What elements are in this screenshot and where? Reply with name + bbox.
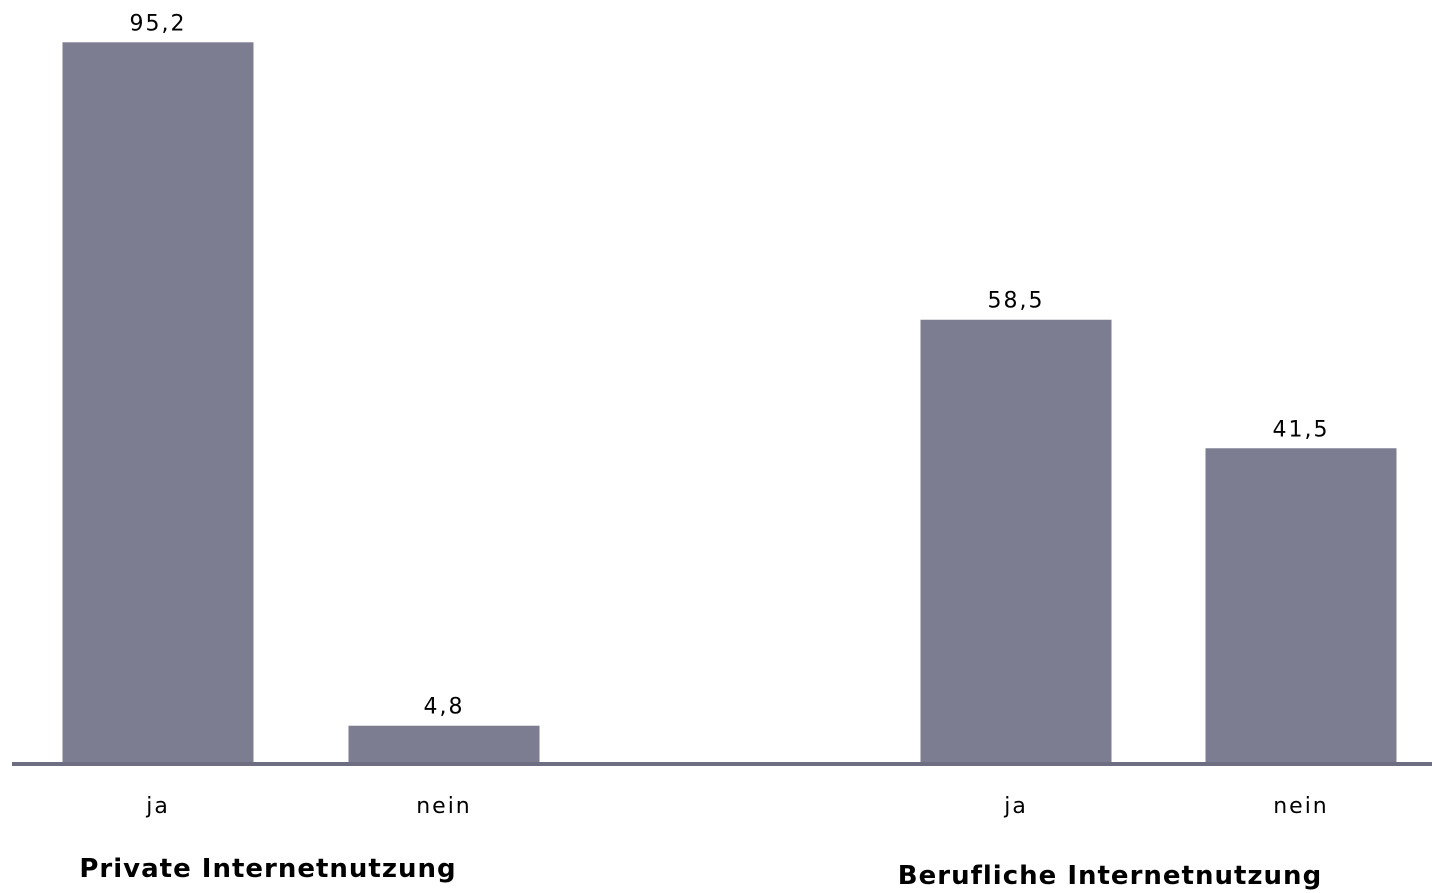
bar-beruflich-ja xyxy=(920,319,1112,762)
data-label: 95,2 xyxy=(130,11,187,36)
bar-private-ja xyxy=(62,42,254,762)
group-label: Private Internetnutzung xyxy=(79,854,456,884)
bar-beruflich-nein xyxy=(1205,448,1397,762)
x-tick-label: nein xyxy=(416,794,472,819)
data-label: 4,8 xyxy=(424,695,465,720)
data-label: 58,5 xyxy=(988,289,1045,314)
x-tick-label: nein xyxy=(1273,794,1329,819)
data-label: 41,5 xyxy=(1273,417,1330,442)
x-tick-label: ja xyxy=(1003,794,1028,819)
group-label: Berufliche Internetnutzung xyxy=(898,861,1322,891)
bar-private-nein xyxy=(348,725,540,762)
x-tick-label: ja xyxy=(145,794,170,819)
labels-layer: 95,2 ja 4,8 nein Private Internetnutzung 58,5… xyxy=(79,11,1330,891)
bars-layer xyxy=(62,42,1397,762)
